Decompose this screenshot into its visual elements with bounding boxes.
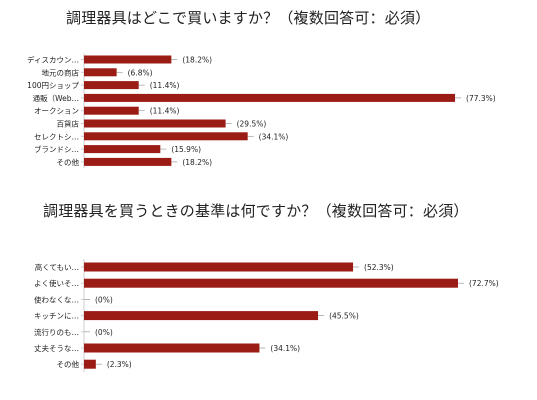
where-to-buy-bar-7: [84, 145, 161, 154]
criteria-bar-3: [84, 311, 319, 321]
where-to-buy-value-label-5: (29.5%): [237, 120, 267, 129]
where-to-buy-category-label-2: 100円ショップ: [27, 81, 79, 90]
where-to-buy-value-label-6: (34.1%): [259, 132, 289, 141]
where-to-buy-category-label-8: その他: [57, 157, 80, 167]
criteria-category-label-1: よく使いそ…: [34, 278, 79, 288]
where-to-buy-bar-6: [84, 132, 248, 141]
chart-title-buying-criteria: 調理器具を買うときの基準は何ですか？（複数回答可：必須）: [43, 202, 469, 220]
criteria-value-label-4: (0%): [95, 328, 113, 337]
where-to-buy-value-label-2: (11.4%): [150, 81, 180, 90]
where-to-buy-value-label-0: (18.2%): [182, 56, 212, 65]
criteria-category-label-4: 流行りのも…: [34, 327, 79, 337]
where-to-buy-value-label-4: (11.4%): [150, 107, 180, 116]
where-to-buy-value-label-3: (77.3%): [466, 94, 496, 103]
criteria-bar-6: [84, 359, 96, 369]
criteria-category-label-5: 丈夫そうな…: [34, 343, 79, 353]
criteria-value-label-1: (72.7%): [469, 279, 499, 288]
where-to-buy-value-label-8: (18.2%): [182, 158, 212, 167]
criteria-bar-5: [84, 343, 260, 353]
where-to-buy-category-label-1: 地元の商店: [42, 67, 80, 77]
criteria-bar-1: [84, 278, 458, 288]
where-to-buy-category-label-3: 通販（Web…: [33, 93, 79, 103]
criteria-value-label-0: (52.3%): [364, 263, 394, 272]
chart-title-where-to-buy: 調理器具はどこで買いますか？（複数回答可：必須）: [66, 9, 431, 27]
criteria-value-label-5: (34.1%): [270, 344, 300, 353]
criteria-category-label-6: その他: [57, 359, 80, 369]
criteria-bar-0: [84, 262, 354, 272]
where-to-buy-value-label-1: (6.8%): [128, 68, 153, 77]
where-to-buy-category-label-0: ディスカウン…: [27, 55, 79, 65]
criteria-category-label-3: キッチンに…: [34, 312, 79, 321]
where-to-buy-value-label-7: (15.9%): [171, 145, 201, 154]
where-to-buy-bar-3: [84, 93, 456, 102]
criteria-value-label-6: (2.3%): [107, 360, 132, 369]
where-to-buy-bar-5: [84, 119, 226, 128]
where-to-buy-category-label-6: セレクトシ…: [34, 132, 79, 141]
where-to-buy-bar-0: [84, 55, 172, 64]
criteria-value-label-3: (45.5%): [329, 312, 359, 321]
criteria-category-label-0: 高くてもい…: [35, 262, 79, 272]
criteria-category-label-2: 使わなくな…: [34, 294, 79, 304]
where-to-buy-bar-chart: ディスカウン… (18.2%) 地元の商店 (6.8%) 100円ショップ (11.4%)…: [27, 53, 496, 169]
where-to-buy-category-label-5: 百貨店: [57, 119, 80, 129]
where-to-buy-bar-8: [84, 157, 172, 166]
where-to-buy-bar-4: [84, 106, 139, 115]
where-to-buy-bar-1: [84, 68, 117, 77]
where-to-buy-bar-2: [84, 81, 139, 90]
where-to-buy-category-label-4: オークション: [34, 107, 79, 116]
criteria-value-label-2: (0%): [95, 295, 113, 304]
where-to-buy-category-label-7: ブランドシ…: [34, 144, 79, 154]
